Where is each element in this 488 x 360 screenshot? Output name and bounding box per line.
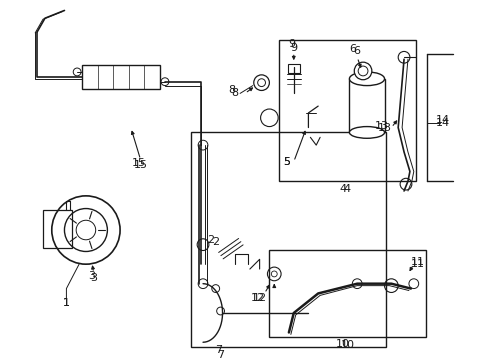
Bar [82, 65, 160, 89]
Text: 11: 11 [410, 259, 424, 269]
Text: 12: 12 [250, 293, 264, 303]
Bar [279, 40, 415, 181]
Text: 2: 2 [212, 237, 219, 247]
Text: 1: 1 [63, 298, 70, 308]
Text: 12: 12 [252, 293, 266, 303]
Text: 11: 11 [410, 257, 424, 267]
Text: 1: 1 [63, 298, 70, 308]
Bar [349, 79, 384, 132]
Text: 13: 13 [374, 121, 388, 131]
Text: 15: 15 [133, 159, 147, 170]
Ellipse shape [349, 72, 384, 86]
Text: 14: 14 [435, 115, 449, 125]
Text: 6: 6 [348, 45, 355, 54]
Text: 8: 8 [231, 89, 238, 98]
Text: 5: 5 [283, 157, 290, 167]
Text: 6: 6 [353, 46, 360, 57]
Text: 10: 10 [335, 339, 349, 349]
Text: 5: 5 [283, 157, 290, 167]
Bar [191, 132, 386, 347]
Bar [269, 249, 425, 337]
Text: 4: 4 [343, 184, 350, 194]
Text: 7: 7 [215, 345, 222, 355]
Text: 13: 13 [377, 122, 391, 132]
Text: 7: 7 [217, 350, 224, 360]
Text: 2: 2 [207, 235, 214, 245]
Text: 3: 3 [90, 273, 97, 283]
Text: 15: 15 [131, 158, 145, 168]
Text: 9: 9 [288, 39, 295, 49]
Text: 14: 14 [435, 118, 449, 128]
Ellipse shape [349, 127, 384, 138]
Text: 9: 9 [289, 42, 297, 53]
Circle shape [354, 62, 371, 80]
Bar [43, 211, 72, 248]
Text: 4: 4 [338, 184, 346, 194]
Text: 8: 8 [228, 85, 235, 95]
Bar [287, 64, 299, 73]
Text: 10: 10 [340, 340, 354, 350]
Text: 3: 3 [88, 271, 95, 281]
